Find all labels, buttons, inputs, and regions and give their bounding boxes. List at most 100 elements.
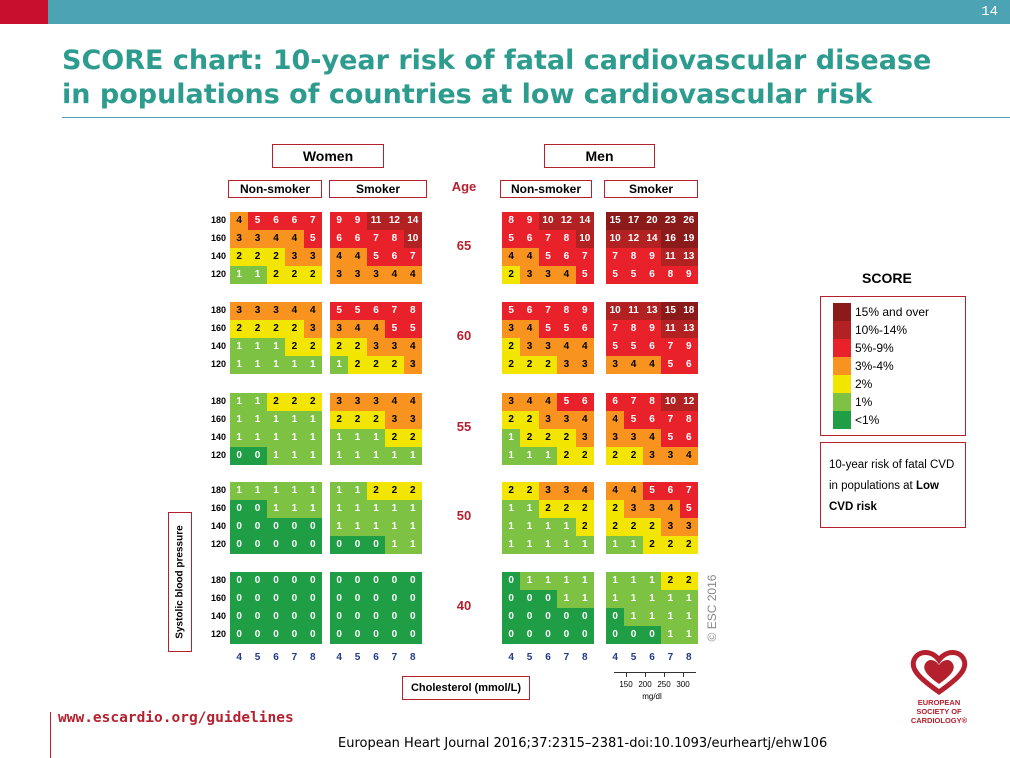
risk-cell: 2	[403, 429, 422, 447]
risk-cell: 2	[642, 536, 662, 554]
risk-cell: 11	[661, 320, 680, 338]
sbp-label-65-160: 160	[210, 233, 226, 243]
risk-cell: 1	[385, 536, 404, 554]
risk-cell: 1	[366, 500, 386, 518]
women-header: Women	[272, 144, 384, 168]
risk-cell: 2	[266, 393, 286, 411]
risk-cell: 18	[679, 302, 698, 320]
risk-cell: 0	[285, 608, 304, 626]
risk-cell: 2	[266, 320, 286, 338]
risk-cell: 1	[266, 482, 286, 500]
risk-cell: 1	[538, 518, 558, 536]
cholesterol-tick-label: 4	[612, 652, 618, 663]
risk-cell: 0	[230, 518, 249, 536]
risk-cell: 0	[330, 572, 349, 590]
risk-cell: 6	[520, 302, 539, 320]
risk-cell: 2	[330, 338, 349, 356]
risk-cell: 1	[403, 447, 422, 465]
risk-cell: 1	[285, 482, 304, 500]
risk-cell: 1	[230, 482, 249, 500]
risk-cell: 1	[606, 536, 625, 554]
women-nonsmoker-header: Non-smoker	[228, 180, 322, 198]
risk-cell: 2	[642, 518, 662, 536]
risk-cell: 0	[285, 626, 304, 644]
legend-swatch	[833, 357, 851, 375]
risk-cell: 1	[330, 500, 349, 518]
risk-cell: 0	[366, 590, 386, 608]
risk-cell: 0	[230, 572, 249, 590]
risk-cell: 1	[642, 608, 662, 626]
legend-swatch	[833, 321, 851, 339]
risk-cell: 1	[557, 518, 576, 536]
cholesterol-tick-label: 4	[236, 652, 242, 663]
risk-cell: 1	[330, 356, 349, 374]
risk-cell: 6	[661, 482, 680, 500]
risk-cell: 3	[679, 518, 698, 536]
risk-cell: 1	[679, 626, 698, 644]
risk-cell: 1	[248, 338, 267, 356]
risk-cell: 0	[538, 626, 558, 644]
risk-cell: 2	[606, 447, 625, 465]
risk-cell: 5	[642, 482, 662, 500]
citation: European Heart Journal 2016;37:2315–2381…	[338, 736, 828, 751]
y-axis-label-box: Systolic blood pressure	[168, 512, 192, 652]
cholesterol-tick-label: 6	[649, 652, 655, 663]
risk-cell: 0	[366, 608, 386, 626]
risk-cell: 3	[366, 266, 386, 284]
risk-cell: 0	[248, 626, 267, 644]
risk-cell: 4	[557, 266, 576, 284]
risk-cell: 2	[285, 320, 304, 338]
risk-cell: 1	[624, 536, 643, 554]
risk-cell: 1	[248, 266, 267, 284]
y-axis-label: Systolic blood pressure	[174, 525, 186, 639]
risk-cell: 1	[661, 608, 680, 626]
risk-cell: 1	[538, 447, 558, 465]
slide-title: SCORE chart: 10-year risk of fatal cardi…	[62, 44, 992, 112]
risk-cell: 0	[385, 572, 404, 590]
risk-cell: 2	[502, 266, 521, 284]
risk-cell: 6	[679, 429, 698, 447]
risk-cell: 1	[230, 393, 249, 411]
risk-cell: 6	[348, 230, 367, 248]
risk-cell: 1	[520, 572, 539, 590]
risk-cell: 4	[575, 338, 594, 356]
risk-cell: 1	[538, 536, 558, 554]
risk-cell: 0	[385, 626, 404, 644]
risk-cell: 1	[348, 500, 367, 518]
risk-cell: 1	[266, 429, 286, 447]
risk-cell: 6	[575, 393, 594, 411]
risk-cell: 2	[303, 393, 322, 411]
risk-cell: 4	[403, 338, 422, 356]
risk-cell: 1	[624, 572, 643, 590]
mgdl-tick	[626, 672, 627, 677]
mgdl-tick-label: 250	[657, 680, 671, 689]
sbp-label-60-160: 160	[210, 323, 226, 333]
risk-cell: 0	[266, 518, 286, 536]
logo-text-line-1: EUROPEAN	[917, 698, 961, 707]
risk-cell: 3	[303, 320, 322, 338]
risk-cell: 1	[366, 518, 386, 536]
age-label-40: 40	[456, 598, 472, 613]
guidelines-link[interactable]: www.escardio.org/guidelines	[58, 710, 294, 726]
risk-cell: 0	[266, 572, 286, 590]
risk-cell: 3	[403, 411, 422, 429]
risk-cell: 1	[642, 572, 662, 590]
risk-cell: 8	[624, 320, 643, 338]
risk-cell: 7	[661, 411, 680, 429]
risk-cell: 0	[303, 626, 322, 644]
risk-cell: 4	[606, 482, 625, 500]
risk-cell: 7	[624, 393, 643, 411]
risk-cell: 1	[248, 411, 267, 429]
age-label-50: 50	[456, 508, 472, 523]
sbp-label-60-120: 120	[210, 359, 226, 369]
risk-cell: 8	[403, 302, 422, 320]
risk-cell: 2	[385, 356, 404, 374]
risk-cell: 4	[403, 266, 422, 284]
risk-cell: 1	[348, 447, 367, 465]
risk-cell: 11	[366, 212, 386, 230]
risk-cell: 4	[285, 230, 304, 248]
risk-cell: 1	[348, 482, 367, 500]
risk-cell: 2	[502, 356, 521, 374]
risk-cell: 5	[624, 411, 643, 429]
risk-cell: 0	[230, 500, 249, 518]
